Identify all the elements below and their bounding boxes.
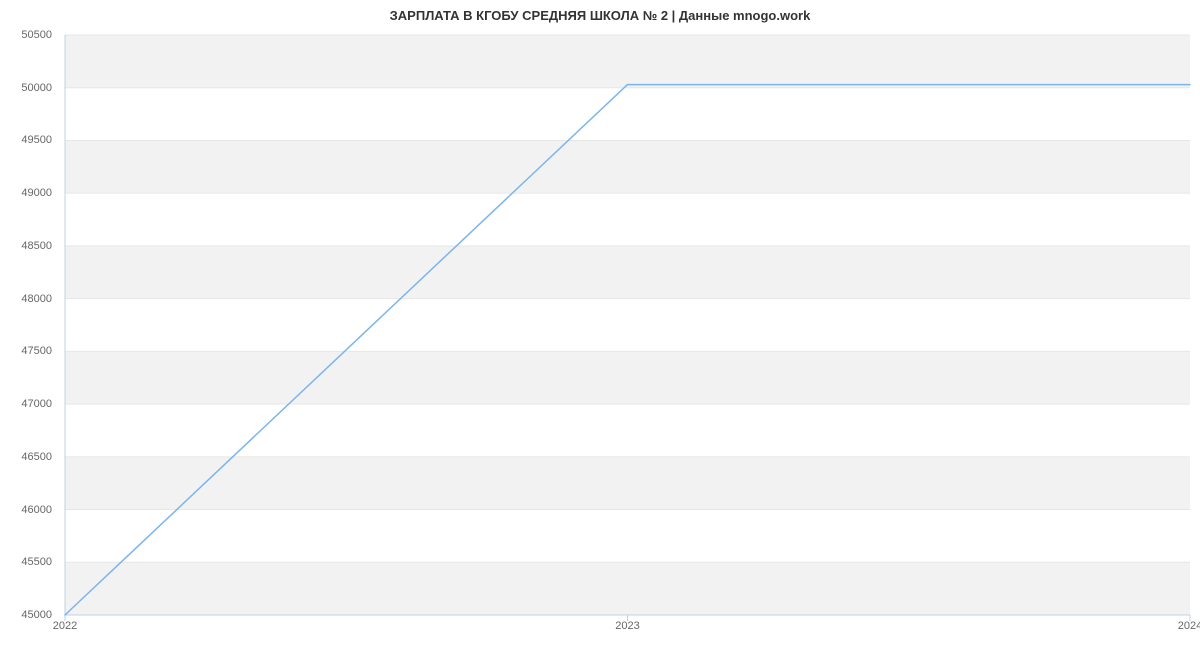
y-tick-label: 47000 — [0, 398, 52, 410]
y-tick-label: 45500 — [0, 556, 52, 568]
y-tick-label: 45000 — [0, 609, 52, 621]
y-tick-label: 46500 — [0, 451, 52, 463]
x-tick-label: 2022 — [53, 620, 77, 632]
y-tick-label: 46000 — [0, 504, 52, 516]
chart-svg — [0, 0, 1200, 650]
y-tick-label: 50000 — [0, 82, 52, 94]
y-tick-label: 47500 — [0, 345, 52, 357]
y-tick-label: 49000 — [0, 187, 52, 199]
y-tick-label: 48500 — [0, 240, 52, 252]
y-tick-label: 49500 — [0, 134, 52, 146]
salary-chart: ЗАРПЛАТА В КГОБУ СРЕДНЯЯ ШКОЛА № 2 | Дан… — [0, 0, 1200, 650]
x-tick-label: 2024 — [1178, 620, 1200, 632]
y-tick-label: 48000 — [0, 293, 52, 305]
x-tick-label: 2023 — [615, 620, 639, 632]
y-tick-label: 50500 — [0, 29, 52, 41]
